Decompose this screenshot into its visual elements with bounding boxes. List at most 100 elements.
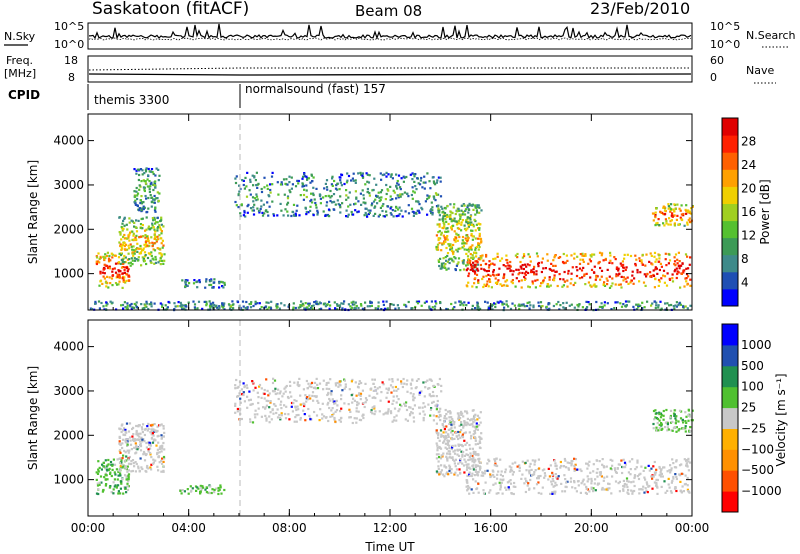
- echo-cell: [127, 236, 130, 239]
- echo-cell: [467, 236, 470, 240]
- echo-cell: [242, 183, 245, 187]
- echo-cell: [277, 388, 280, 391]
- echo-cell: [566, 480, 569, 483]
- echo-cell: [147, 238, 150, 241]
- echo-cell: [654, 214, 657, 217]
- echo-cell: [443, 464, 446, 467]
- echo-cell: [435, 403, 438, 406]
- echo-cell: [440, 464, 443, 467]
- echo-cell: [414, 387, 417, 390]
- echo-cell: [327, 381, 330, 384]
- echo-cell: [497, 492, 500, 495]
- echo-cell: [431, 209, 434, 212]
- echo-cell: [469, 259, 472, 262]
- echo-cell: [275, 306, 278, 309]
- echo-cell: [468, 216, 471, 220]
- echo-cell: [179, 489, 182, 492]
- echo-cell: [622, 279, 625, 282]
- echo-cell: [181, 308, 184, 311]
- echo-cell: [561, 285, 564, 288]
- echo-cell: [464, 410, 467, 413]
- echo-cell: [412, 416, 415, 419]
- echo-cell: [154, 429, 157, 432]
- echo-cell: [296, 383, 299, 386]
- echo-cell: [131, 427, 134, 431]
- echo-cell: [476, 267, 479, 270]
- echo-cell: [316, 211, 319, 214]
- echo-cell: [365, 207, 368, 210]
- echo-cell: [679, 480, 682, 483]
- echo-cell: [287, 413, 290, 416]
- echo-cell: [221, 302, 224, 305]
- echo-cell: [265, 399, 268, 402]
- echo-cell: [359, 303, 363, 306]
- echo-cell: [382, 203, 385, 206]
- echo-cell: [570, 460, 573, 463]
- echo-cell: [354, 179, 357, 182]
- echo-cell: [102, 305, 105, 308]
- echo-cell: [514, 485, 517, 488]
- echo-cell: [527, 285, 530, 288]
- echo-cell: [269, 401, 272, 404]
- echo-cell: [95, 262, 98, 266]
- echo-cell: [312, 304, 315, 307]
- echo-cell: [568, 461, 571, 465]
- echo-cell: [311, 180, 314, 183]
- noise-right-label: N.Search: [746, 29, 796, 42]
- echo-cell: [148, 228, 151, 231]
- echo-cell: [589, 284, 592, 287]
- echo-cell: [209, 306, 212, 309]
- echo-cell: [684, 430, 687, 433]
- echo-cell: [439, 419, 442, 422]
- echo-cell: [671, 420, 674, 423]
- echo-cell: [150, 261, 153, 264]
- echo-cell: [149, 170, 152, 173]
- echo-cell: [210, 279, 213, 282]
- echo-cell: [451, 419, 454, 422]
- echo-cell: [434, 300, 437, 303]
- echo-cell: [339, 195, 342, 198]
- echo-cell: [277, 193, 280, 196]
- echo-cell: [590, 482, 593, 485]
- echo-cell: [379, 198, 382, 202]
- echo-cell: [682, 212, 685, 216]
- echo-cell: [489, 473, 492, 476]
- echo-cell: [306, 176, 309, 180]
- echo-cell: [654, 215, 657, 218]
- echo-cell: [447, 222, 450, 226]
- echo-cell: [310, 192, 313, 195]
- echo-cell: [557, 256, 560, 259]
- echo-cell: [302, 409, 305, 412]
- echo-cell: [560, 482, 563, 485]
- echo-cell: [345, 181, 349, 184]
- echo-cell: [478, 440, 481, 443]
- echo-cell: [592, 490, 595, 493]
- echo-cell: [575, 266, 578, 269]
- echo-cell: [129, 264, 132, 267]
- echo-cell: [350, 394, 353, 397]
- echo-cell: [476, 301, 479, 304]
- echo-cell: [654, 260, 657, 263]
- colorbar-tick-label: 25: [741, 401, 756, 415]
- echo-cell: [641, 301, 644, 304]
- echo-cell: [443, 212, 447, 215]
- echo-cell: [553, 279, 556, 282]
- echo-cell: [479, 446, 482, 450]
- echo-cell: [372, 214, 375, 217]
- echo-cell: [458, 235, 461, 239]
- echo-cell: [474, 432, 477, 435]
- echo-cell: [340, 173, 344, 177]
- echo-cell: [304, 419, 307, 422]
- echo-cell: [114, 262, 118, 265]
- echo-cell: [425, 300, 428, 303]
- echo-cell: [268, 421, 271, 424]
- echo-cell: [283, 193, 286, 196]
- echo-cell: [611, 459, 614, 462]
- echo-cell: [257, 401, 260, 405]
- echo-cell: [436, 243, 440, 246]
- colorbar-segment: [722, 203, 738, 222]
- echo-cell: [537, 491, 540, 495]
- echo-cell: [140, 264, 143, 267]
- echo-cell: [590, 477, 593, 480]
